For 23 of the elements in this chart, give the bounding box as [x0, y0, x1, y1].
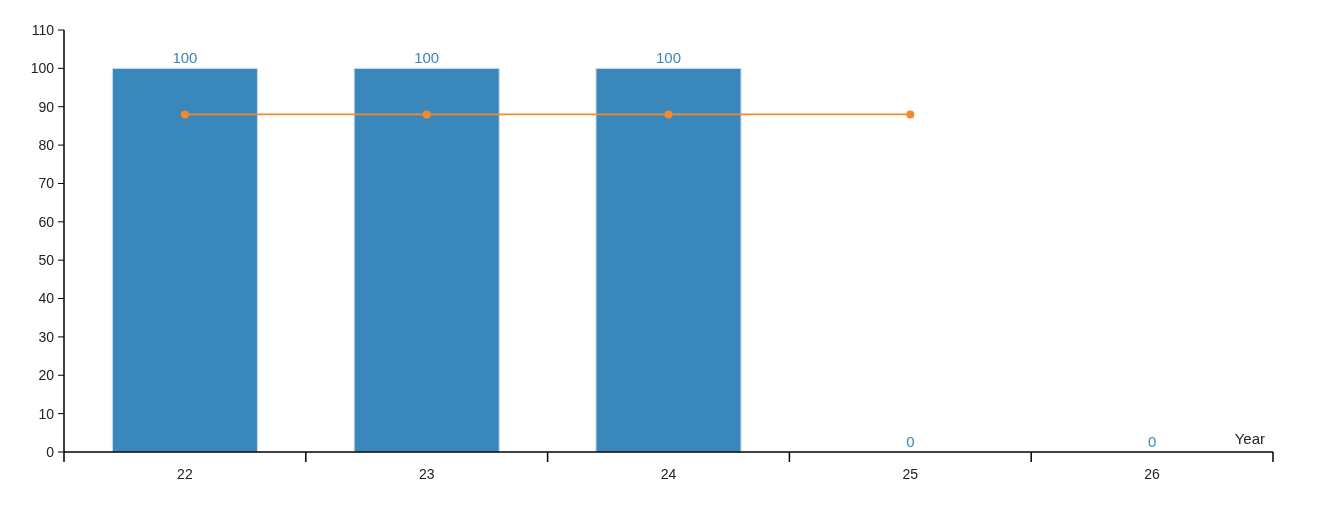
data-label: 100 — [655, 49, 682, 67]
y-tick-label: 110 — [31, 21, 55, 38]
y-tick-label: 40 — [38, 290, 55, 307]
x-axis-title: Year — [1234, 430, 1265, 447]
x-tick-label: 25 — [902, 466, 919, 482]
y-tick-label: 100 — [30, 60, 55, 77]
data-label: 100 — [414, 49, 440, 67]
y-tick-label: 10 — [38, 405, 55, 422]
x-tick-label: 26 — [1144, 466, 1161, 482]
y-tick-label: 50 — [38, 252, 55, 269]
x-tick-label: 24 — [660, 466, 677, 482]
data-label: 0 — [1147, 433, 1157, 450]
y-tick-label: 60 — [38, 213, 55, 230]
y-tick-label: 70 — [38, 175, 55, 192]
data-label: 0 — [906, 433, 915, 450]
y-tick-label: 30 — [38, 328, 55, 345]
x-tick-label: 23 — [418, 466, 435, 482]
y-tick-label: 20 — [38, 367, 55, 384]
x-tick-label: 22 — [177, 466, 193, 482]
y-tick-label: 0 — [46, 443, 55, 460]
data-label: 100 — [172, 49, 198, 67]
y-tick-label: 90 — [38, 98, 55, 115]
y-tick-label: 80 — [38, 136, 55, 153]
